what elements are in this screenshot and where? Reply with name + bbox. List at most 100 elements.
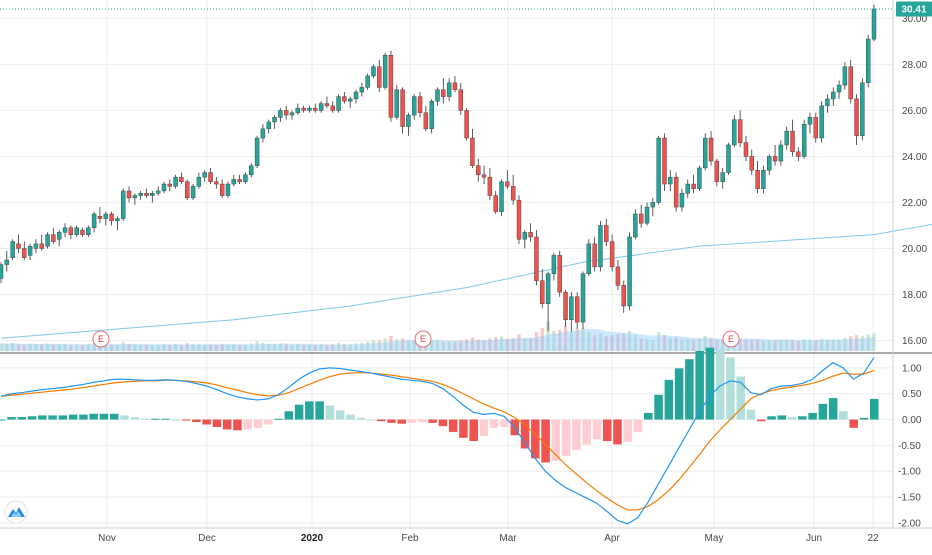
candle-body: [493, 195, 498, 212]
candle: [848, 59, 853, 104]
candle: [4, 250, 10, 272]
candle: [650, 197, 656, 217]
volume-bar: [272, 344, 277, 351]
macd-histogram-bar: [264, 419, 273, 425]
candle: [22, 241, 27, 260]
macd-histogram-bar: [335, 410, 345, 420]
candle-body: [353, 91, 359, 100]
candle: [825, 94, 830, 113]
candle: [743, 135, 749, 162]
candle: [574, 292, 580, 329]
volume-bar: [278, 343, 282, 351]
candle: [516, 195, 522, 244]
candle-body: [150, 193, 155, 196]
volume-bar: [854, 335, 859, 351]
macd-histogram-bar: [623, 419, 633, 442]
candle-body: [51, 234, 56, 242]
macd-line: [0, 357, 875, 525]
price-tick-label: 24.00: [902, 152, 927, 163]
candle-body: [679, 193, 685, 208]
ma-line: [0, 223, 932, 339]
volume-bar: [662, 335, 667, 351]
candle: [371, 64, 376, 79]
macd-histogram-bar: [346, 414, 355, 420]
candle: [499, 179, 504, 217]
candle-body: [225, 183, 231, 196]
candle: [551, 253, 557, 281]
volume-bar: [430, 340, 434, 351]
candle: [470, 128, 475, 168]
volume-bar: [447, 340, 451, 351]
volume-bar: [482, 340, 486, 351]
candle-body: [173, 176, 178, 187]
macd-histogram-bar: [366, 419, 376, 421]
macd-histogram-bar: [592, 419, 602, 440]
logo-circle: [4, 500, 28, 524]
candle-body: [429, 101, 434, 130]
volume-bar: [214, 344, 218, 351]
macd-histogram-bar: [787, 417, 797, 420]
candle: [441, 78, 446, 104]
candle: [609, 234, 615, 272]
volume-bar: [453, 341, 457, 351]
macd-histogram-bar: [736, 376, 745, 420]
time-tick-label: Dec: [198, 533, 216, 544]
volume-bar: [133, 344, 137, 351]
candle: [45, 232, 50, 249]
volume-bar: [604, 336, 608, 351]
candle-body: [615, 266, 621, 286]
volume-bar: [11, 343, 15, 351]
candle-body: [295, 107, 301, 113]
earnings-marker[interactable]: E: [414, 330, 432, 348]
macd-histogram-bar: [582, 419, 591, 445]
candle: [737, 110, 743, 148]
volume-bar: [610, 335, 614, 351]
volume-bar: [302, 345, 306, 351]
candle: [865, 34, 871, 88]
candle-body: [74, 227, 79, 235]
candle: [580, 271, 586, 329]
volume-bar: [499, 336, 504, 351]
candle-body: [720, 172, 725, 182]
macd-histogram-bar: [27, 416, 37, 420]
candle-body: [260, 128, 266, 139]
volume-bar: [51, 344, 55, 351]
candle: [51, 227, 56, 244]
macd-histogram-bar: [274, 418, 283, 420]
macd-histogram-bar: [418, 419, 427, 423]
macd-histogram-bar: [664, 379, 674, 420]
candle: [836, 80, 842, 99]
candle-body: [592, 243, 597, 268]
earnings-marker[interactable]: E: [722, 330, 740, 348]
candle-body: [551, 255, 557, 274]
candle-body: [86, 227, 91, 235]
tradingview-logo-icon[interactable]: [4, 500, 28, 524]
earnings-marker-label: E: [728, 334, 734, 344]
candle: [493, 190, 498, 214]
candle: [91, 211, 97, 233]
volume-bar: [558, 330, 562, 351]
macd-histogram-bar: [212, 419, 222, 427]
candle-body: [400, 89, 405, 127]
candle-body: [68, 227, 74, 235]
volume-bar: [435, 340, 440, 351]
candle: [33, 239, 39, 254]
candle-body: [254, 137, 260, 166]
volume-bar: [377, 340, 381, 351]
volume-bar: [674, 337, 678, 351]
candle: [359, 82, 365, 97]
candle-body: [580, 273, 586, 323]
candle-body: [505, 181, 510, 187]
candle: [208, 167, 213, 185]
candle: [644, 202, 650, 226]
volume-bar: [371, 340, 376, 351]
volume-bar: [86, 344, 90, 351]
earnings-marker[interactable]: E: [92, 330, 110, 348]
volume-bar: [412, 340, 416, 351]
candle: [464, 108, 469, 141]
candle: [155, 186, 161, 196]
macd-tick-label: -2.00: [898, 518, 921, 529]
